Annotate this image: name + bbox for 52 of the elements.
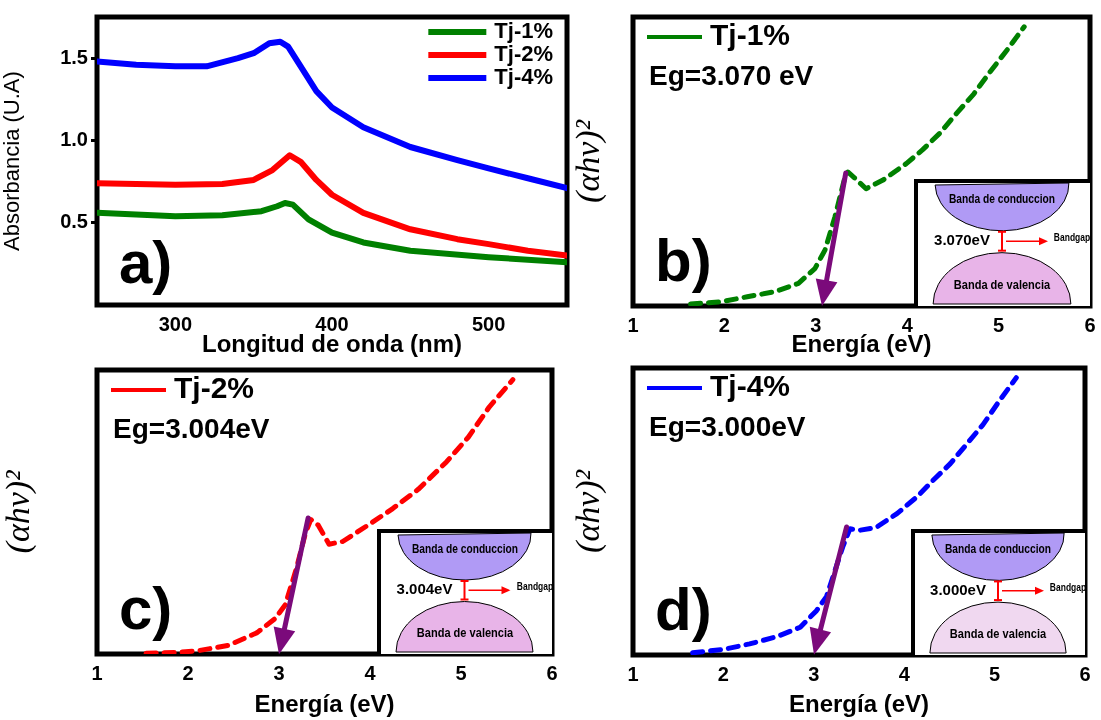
x-tick-label: 1 [627,313,639,336]
annotation: Banda de conduccion [949,191,1055,206]
x-tick-label: 500 [471,312,506,335]
x-tick-label: 5 [455,661,467,684]
annotation: Bandgap [1049,581,1087,593]
y-axis-title: Absorbancia (U.A) [0,71,25,251]
x-tick-label: 3 [273,661,285,684]
annotation: 3.004eV [396,580,453,598]
x-tick-label: 4 [364,661,377,684]
x-tick-label: 2 [717,662,729,685]
annotation: Banda de conduccion [411,541,518,556]
x-axis-title: Energía (eV) [254,690,395,718]
x-tick-label: 3 [810,313,822,336]
annotation: Eg=3.004eV [113,412,270,444]
annotation: 3.070eV [934,231,990,249]
annotation: Bandgap [516,581,553,593]
y-axis-title: (αhν)² [0,469,38,554]
annotation: a) [119,229,173,296]
annotation: Banda de valencia [949,625,1047,641]
x-tick-label: 3 [808,662,820,685]
legend-label: Tj-4% [710,369,791,403]
annotation: Eg=3.000eV [649,410,806,442]
annotation: Banda de valencia [953,276,1051,292]
y-tick-label: 1.5 [60,45,88,68]
x-tick-label: 4 [898,662,911,685]
x-tick-label: 1 [91,661,103,684]
x-tick-label: 1 [627,662,639,685]
x-tick-label: 4 [901,313,914,336]
y-axis-title: (αhν)² [569,119,608,203]
annotation: Banda de conduccion [945,541,1051,556]
y-axis-title: (αhν)² [569,469,608,553]
x-tick-label: 6 [546,661,558,684]
legend-label: Tj-1% [710,18,791,52]
y-tick-label: 0.5 [60,210,88,233]
annotation: b) [655,227,712,294]
y-tick-label: 1.0 [60,127,88,150]
annotation: 3.000eV [930,580,986,598]
annotation: Eg=3.070 eV [649,59,814,91]
annotation: c) [119,575,173,642]
x-tick-label: 2 [718,313,730,336]
legend-label: Tj-2% [174,371,255,405]
annotation: d) [655,576,712,643]
legend-label: Tj-1% [494,18,554,44]
annotation: Bandgap [1053,232,1091,244]
x-tick-label: 5 [993,313,1005,336]
annotation: Banda de valencia [416,625,513,641]
x-tick-label: 2 [182,661,194,684]
x-tick-label: 6 [1084,313,1096,336]
x-axis-title: Energía (eV) [788,690,930,718]
x-tick-label: 5 [989,662,1001,685]
x-tick-label: 6 [1079,662,1091,685]
x-tick-label: 300 [158,312,193,335]
